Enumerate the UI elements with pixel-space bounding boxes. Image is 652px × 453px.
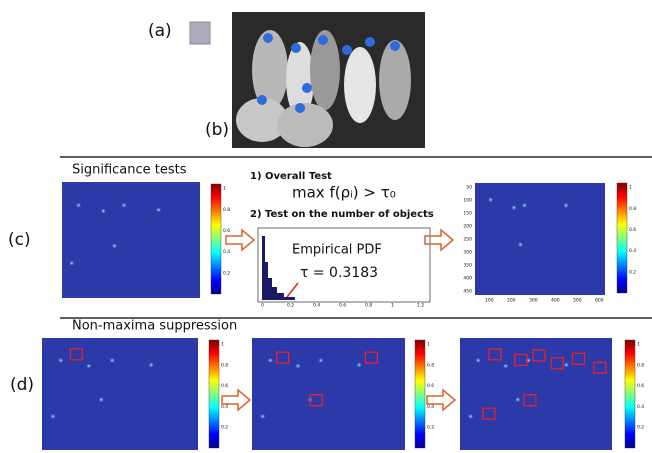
- x-tick: 1: [391, 303, 394, 309]
- y-tick: 250: [463, 237, 472, 243]
- tau-label: τ = 0.3183: [300, 265, 378, 281]
- colorbar-tick: 0.6: [223, 228, 230, 234]
- figure: (a) (b) Significance tests (c) 1) Overal…: [0, 0, 652, 453]
- formula: max f(ρᵢ) > τ₀: [292, 184, 396, 202]
- y-tick: 400: [463, 276, 472, 282]
- heatmap: [475, 183, 605, 295]
- peak: [488, 197, 494, 203]
- colorbar: [415, 340, 425, 448]
- x-tick: 300: [529, 298, 538, 304]
- label-d: (d): [10, 375, 34, 395]
- photo: [232, 12, 425, 148]
- heatmap: [252, 338, 405, 450]
- x-tick: 0.2: [287, 303, 294, 309]
- peak: [356, 362, 362, 368]
- colorbar-tick: 0.2: [223, 270, 230, 276]
- peak: [475, 357, 481, 363]
- colorbar-tick: 0.8: [629, 206, 636, 212]
- peak: [76, 202, 82, 208]
- peak: [468, 413, 474, 419]
- x-tick: 400: [551, 298, 560, 304]
- peak: [563, 362, 569, 368]
- x-tick: 0: [261, 303, 264, 309]
- peak: [521, 202, 527, 208]
- colorbar: [625, 340, 635, 448]
- y-tick: 200: [463, 224, 472, 230]
- peak: [156, 207, 162, 213]
- colorbar-tick: 0.2: [629, 269, 636, 275]
- colorbar-tick: 0.8: [637, 362, 644, 368]
- template-icon: [190, 22, 210, 44]
- x-tick: 600: [595, 298, 604, 304]
- x-tick: 500: [573, 298, 582, 304]
- colorbar-tick: 0.2: [221, 425, 228, 431]
- peak: [518, 242, 524, 248]
- y-tick: 450: [463, 289, 472, 295]
- heatmap: [62, 182, 200, 298]
- colorbar-tick: 0.4: [629, 248, 636, 254]
- colorbar-tick: 0.8: [223, 207, 230, 213]
- peak: [563, 202, 569, 208]
- peak: [58, 357, 64, 363]
- colorbar-tick: 0.8: [221, 362, 228, 368]
- peak: [267, 357, 273, 363]
- colorbar-tick: 1: [427, 342, 430, 348]
- heatmap: [42, 338, 198, 450]
- colorbar-tick: 0.2: [427, 425, 434, 431]
- peak: [100, 208, 106, 214]
- colorbar-tick: 1: [637, 342, 640, 348]
- x-tick: 0.6: [339, 303, 346, 309]
- section-title: Non-maxima suppression: [72, 319, 237, 334]
- x-tick: 200: [507, 298, 516, 304]
- x-tick: 0.4: [313, 303, 320, 309]
- peak: [511, 205, 517, 211]
- colorbar: [211, 184, 221, 294]
- peak: [515, 397, 521, 403]
- section-title: Significance tests: [72, 163, 187, 178]
- peak: [109, 357, 115, 363]
- peak: [98, 397, 104, 403]
- peak: [148, 362, 154, 368]
- colorbar: [209, 340, 219, 448]
- peak: [318, 357, 324, 363]
- peak: [503, 363, 509, 369]
- y-tick: 50: [466, 185, 472, 191]
- peak: [69, 260, 75, 266]
- peak: [295, 363, 301, 369]
- peak: [111, 243, 117, 249]
- colorbar-tick: 1: [629, 185, 632, 191]
- colorbar-tick: 1: [221, 342, 224, 348]
- pdf-title: Empirical PDF: [292, 243, 382, 258]
- colorbar-tick: 0.4: [427, 404, 434, 410]
- arrow: [226, 230, 254, 250]
- colorbar-tick: 1: [223, 186, 226, 192]
- colorbar-tick: 0.4: [221, 404, 228, 410]
- label-c: (c): [8, 230, 31, 250]
- y-tick: 350: [463, 263, 472, 269]
- y-tick: 150: [463, 211, 472, 217]
- colorbar-tick: 0.6: [427, 383, 434, 389]
- label-a: (a): [148, 21, 172, 41]
- x-tick: 0.8: [365, 303, 372, 309]
- colorbar-tick: 0.4: [637, 404, 644, 410]
- peak: [260, 413, 266, 419]
- test-label: 2) Test on the number of objects: [250, 209, 434, 220]
- x-tick: 100: [485, 298, 494, 304]
- label-b: (b): [205, 120, 229, 140]
- peak: [121, 202, 127, 208]
- peak: [86, 363, 92, 369]
- colorbar-tick: 0.6: [629, 227, 636, 233]
- peak: [50, 413, 56, 419]
- colorbar-tick: 0.2: [637, 425, 644, 431]
- heatmap: [460, 338, 612, 450]
- test-label: 1) Overall Test: [250, 171, 332, 182]
- y-tick: 100: [463, 198, 472, 204]
- colorbar-tick: 0.6: [221, 383, 228, 389]
- colorbar-tick: 0.6: [637, 383, 644, 389]
- colorbar-tick: 0.4: [223, 249, 230, 255]
- colorbar: [617, 183, 627, 293]
- x-tick: 1.2: [417, 303, 424, 309]
- colorbar-tick: 0.8: [427, 362, 434, 368]
- y-tick: 300: [463, 250, 472, 256]
